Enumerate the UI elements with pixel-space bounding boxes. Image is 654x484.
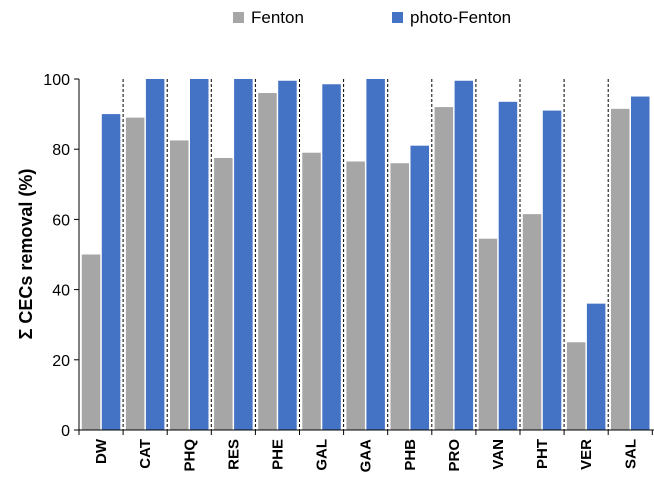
bar-photo-fenton-phb <box>410 145 429 430</box>
y-tick-label: 80 <box>52 142 70 159</box>
x-tick-label-pht: PHT <box>534 439 551 469</box>
bar-fenton-phe <box>258 93 277 430</box>
x-tick-label-res: RES <box>225 439 242 470</box>
x-tick-label-cat: CAT <box>137 439 154 469</box>
bar-fenton-gal <box>302 152 321 430</box>
bar-photo-fenton-sal <box>631 96 650 431</box>
x-tick-label-phe: PHE <box>269 439 286 470</box>
y-tick-label: 100 <box>43 72 70 89</box>
x-tick-label-pro: PRO <box>446 439 463 472</box>
bar-fenton-res <box>214 157 233 430</box>
legend-swatch-fenton <box>233 12 244 23</box>
x-tick-label-ver: VER <box>578 439 595 470</box>
bar-photo-fenton-phe <box>278 80 297 430</box>
bar-fenton-ver <box>566 342 586 430</box>
x-tick-label-dw: DW <box>93 438 110 464</box>
bar-photo-fenton-gal <box>322 84 341 430</box>
bar-fenton-phq <box>170 140 189 430</box>
bar-photo-fenton-pht <box>542 110 562 430</box>
y-tick-label: 0 <box>61 423 70 440</box>
x-tick-label-gaa: GAA <box>358 439 375 473</box>
x-tick-label-van: VAN <box>490 439 507 470</box>
bar-photo-fenton-ver <box>586 303 606 430</box>
bar-photo-fenton-gaa <box>366 79 385 430</box>
y-tick-label: 60 <box>52 212 70 229</box>
legend: Fenton photo-Fenton <box>233 8 511 27</box>
y-tick-label: 40 <box>52 283 70 300</box>
bar-photo-fenton-res <box>234 79 253 430</box>
x-tick-label-phq: PHQ <box>181 439 198 472</box>
y-axis-title: Σ CECs removal (%) <box>16 169 36 340</box>
bar-photo-fenton-van <box>498 101 518 430</box>
x-tick-label-phb: PHB <box>402 439 419 471</box>
legend-swatch-photo-fenton <box>392 12 403 23</box>
legend-label-fenton: Fenton <box>251 8 304 27</box>
bar-fenton-cat <box>125 117 145 431</box>
bar-photo-fenton-cat <box>145 79 165 430</box>
bar-fenton-dw <box>81 254 101 430</box>
bar-photo-fenton-phq <box>190 79 209 430</box>
bar-photo-fenton-dw <box>101 114 121 430</box>
bar-fenton-pht <box>522 214 542 430</box>
bar-fenton-van <box>478 238 498 430</box>
legend-label-photo-fenton: photo-Fenton <box>410 8 511 27</box>
bar-fenton-gaa <box>346 161 365 431</box>
x-tick-label-gal: GAL <box>314 439 331 471</box>
bar-photo-fenton-pro <box>454 80 474 430</box>
y-tick-label: 20 <box>52 353 70 370</box>
bar-fenton-sal <box>611 108 630 430</box>
bar-fenton-phb <box>390 163 409 431</box>
bar-fenton-pro <box>434 107 454 430</box>
plot-area: 0 20 40 60 80 100 DW CAT PHQ RES PHE GAL GAA PHB PRO VA… <box>43 72 654 472</box>
x-tick-label-sal: SAL <box>622 439 639 469</box>
